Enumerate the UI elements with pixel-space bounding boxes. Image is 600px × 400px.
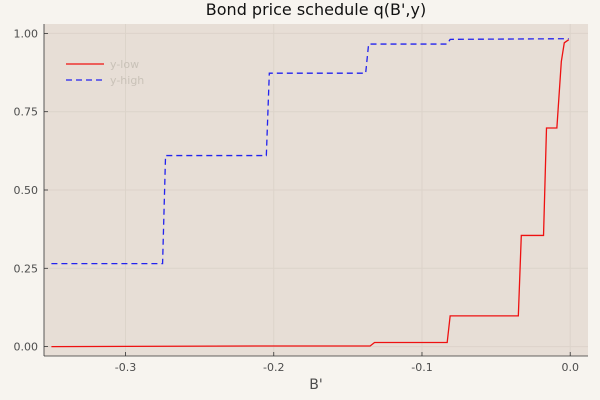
legend-label-y-high: y-high [110,74,144,87]
y-tick-label: 0.00 [14,341,39,354]
chart-title: Bond price schedule q(B',y) [206,0,426,19]
legend: y-low y-high [66,58,144,87]
series-line-y-high [51,38,569,265]
x-tick-label: -0.2 [263,361,284,374]
y-tick-label: 0.25 [14,262,39,275]
x-tick-label: 0.0 [561,361,579,374]
series-line-y-low [51,39,570,348]
tick-layer: -0.3 -0.2 -0.1 0.0 0.00 0.25 0.50 0.75 1.00 [14,27,579,374]
series-layer [51,38,570,348]
x-tick-label: -0.1 [411,361,432,374]
y-tick-label: 0.50 [14,184,39,197]
y-tick-label: 0.75 [14,106,39,119]
x-tick-label: -0.3 [115,361,136,374]
y-tick-label: 1.00 [14,27,39,40]
x-axis-label: B' [309,377,322,393]
legend-label-y-low: y-low [110,58,139,71]
